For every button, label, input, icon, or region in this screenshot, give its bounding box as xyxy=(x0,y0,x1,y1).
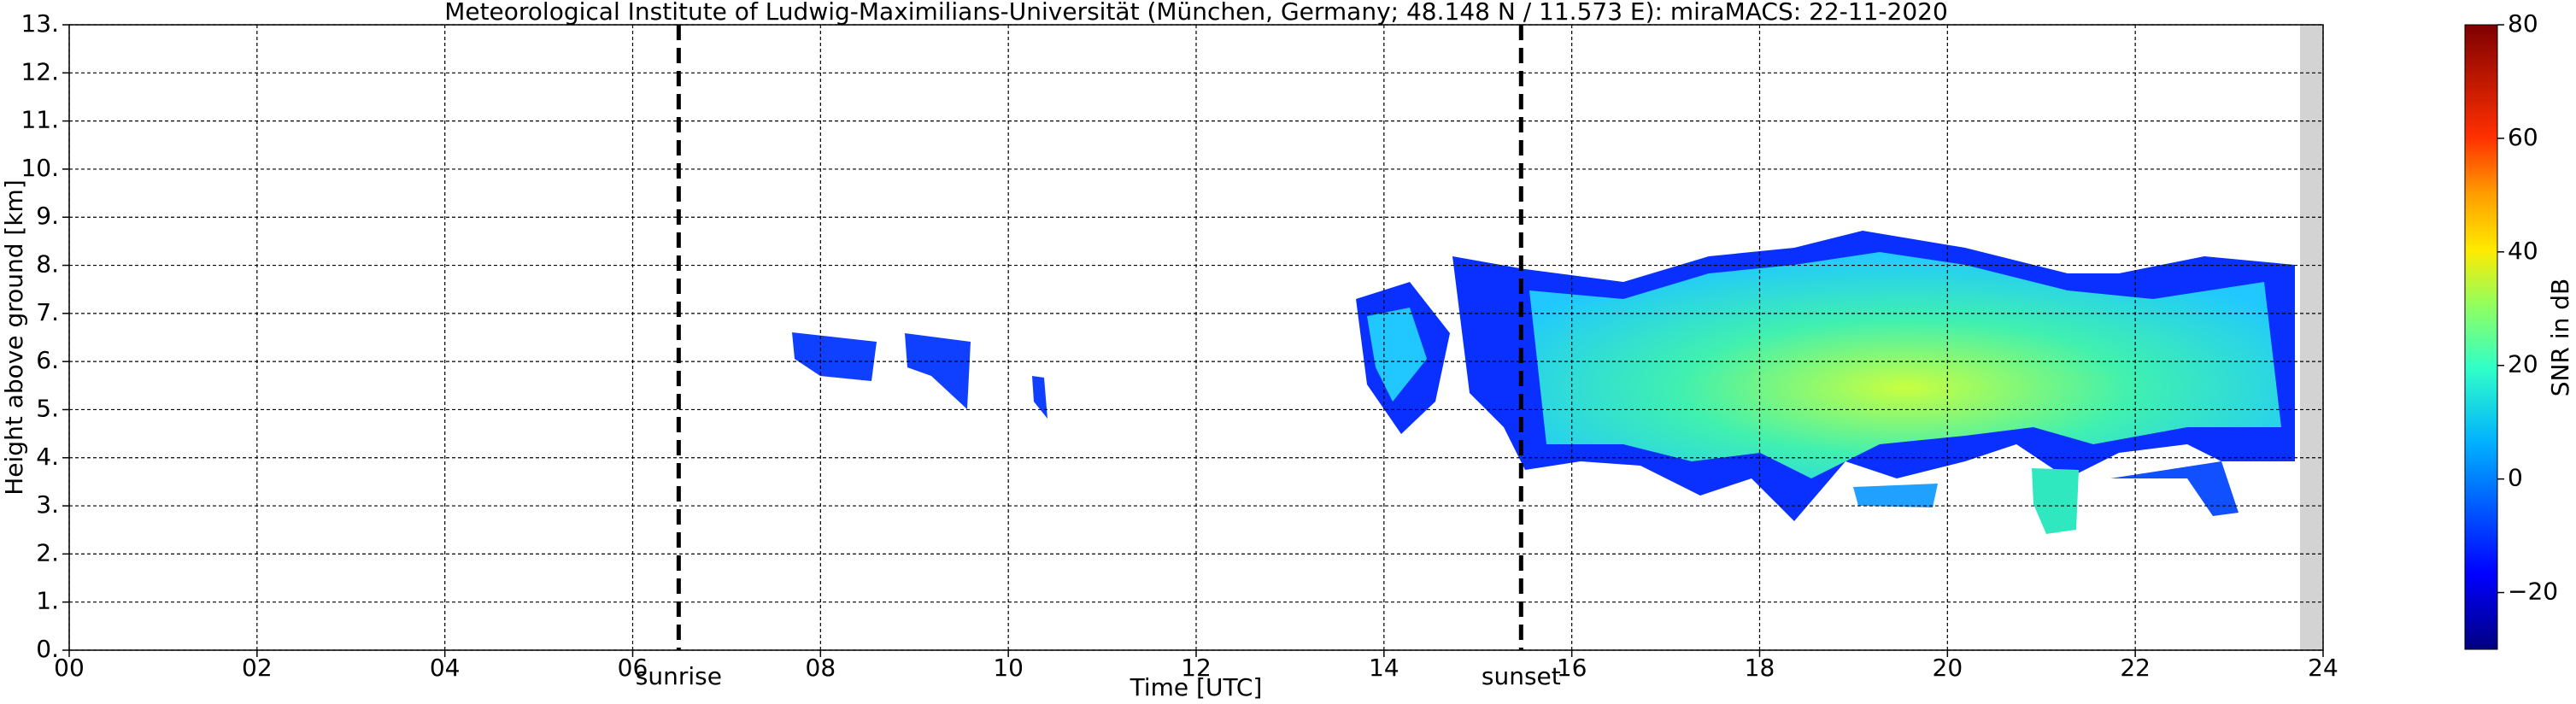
colorbar-tick-label: 80 xyxy=(2508,9,2538,38)
y-tick-label: 8. xyxy=(36,250,59,279)
x-tick-label: 22 xyxy=(2120,654,2151,682)
no-data-region xyxy=(2300,25,2323,650)
y-tick-label: 12. xyxy=(21,57,59,85)
y-tick-label: 0. xyxy=(36,635,59,663)
annotation-label: sunset xyxy=(1482,662,1561,690)
colorbar xyxy=(2464,24,2498,650)
y-tick-label: 2. xyxy=(36,538,59,566)
y-tick-label: 7. xyxy=(36,298,59,326)
colorbar-tick-label: −20 xyxy=(2508,578,2558,606)
x-tick-label: 02 xyxy=(242,654,273,682)
y-axis-label: Height above ground [km] xyxy=(0,179,28,496)
y-tick-label: 10. xyxy=(21,154,59,182)
echo-region xyxy=(1853,484,1938,507)
annotation-label: sunrise xyxy=(636,662,722,690)
echo-region xyxy=(792,332,877,381)
x-tick-label: 04 xyxy=(430,654,461,682)
x-tick-label: 12 xyxy=(1181,654,1212,682)
colorbar-tick-label: 20 xyxy=(2508,350,2538,378)
y-tick-label: 1. xyxy=(36,587,59,615)
x-tick-label: 08 xyxy=(806,654,836,682)
y-tick-label: 6. xyxy=(36,346,59,374)
y-tick-label: 3. xyxy=(36,490,59,519)
echo-region xyxy=(2032,468,2079,534)
y-tick-label: 13. xyxy=(21,9,59,38)
echo-region xyxy=(1529,252,2281,478)
chart-title: Meteorological Institute of Ludwig-Maxim… xyxy=(444,0,1948,26)
y-tick-label: 4. xyxy=(36,443,59,471)
echo-region xyxy=(1032,376,1047,419)
colorbar-tick-label: 0 xyxy=(2508,464,2523,492)
colorbar-tick-label: 60 xyxy=(2508,123,2538,151)
x-tick-label: 16 xyxy=(1557,654,1587,682)
x-axis-label: Time [UTC] xyxy=(1130,673,1263,701)
x-tick-label: 18 xyxy=(1745,654,1775,682)
y-tick-label: 5. xyxy=(36,394,59,422)
x-tick-label: 10 xyxy=(993,654,1024,682)
x-tick-label: 14 xyxy=(1369,654,1399,682)
echo-region xyxy=(905,333,971,409)
x-tick-label: 00 xyxy=(54,654,85,682)
y-tick-label: 9. xyxy=(36,202,59,230)
echo-region xyxy=(2110,461,2239,516)
x-tick-label: 20 xyxy=(1933,654,1963,682)
echo-region xyxy=(1367,308,1427,402)
colorbar-label: SNR in dB xyxy=(2546,279,2574,396)
x-tick-label: 24 xyxy=(2308,654,2338,682)
radar-echoes xyxy=(792,231,2295,534)
y-tick-label: 11. xyxy=(21,106,59,134)
x-tick-label: 06 xyxy=(618,654,648,682)
colorbar-tick-label: 40 xyxy=(2508,237,2538,265)
